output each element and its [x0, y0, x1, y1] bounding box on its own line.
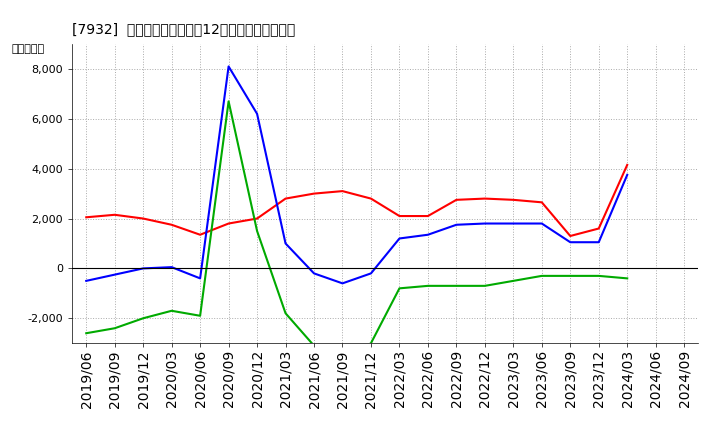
フリーCF	[282, 241, 290, 246]
フリーCF	[139, 266, 148, 271]
営業CF	[537, 200, 546, 205]
フリーCF	[196, 276, 204, 281]
営業CF	[110, 212, 119, 217]
投資CF	[310, 343, 318, 348]
投資CF	[110, 326, 119, 331]
フリーCF	[509, 221, 518, 226]
投資CF	[282, 311, 290, 316]
投資CF	[395, 286, 404, 291]
フリーCF	[310, 271, 318, 276]
フリーCF	[110, 272, 119, 277]
投資CF	[595, 273, 603, 279]
投資CF	[509, 278, 518, 283]
Line: 営業CF: 営業CF	[86, 165, 627, 236]
投資CF	[253, 228, 261, 234]
営業CF	[139, 216, 148, 221]
営業CF	[395, 213, 404, 219]
投資CF	[452, 283, 461, 289]
フリーCF	[566, 239, 575, 245]
営業CF	[595, 226, 603, 231]
投資CF	[167, 308, 176, 313]
営業CF	[423, 213, 432, 219]
投資CF	[623, 276, 631, 281]
営業CF	[196, 232, 204, 238]
フリーCF	[480, 221, 489, 226]
フリーCF	[423, 232, 432, 238]
営業CF	[566, 233, 575, 238]
フリーCF	[253, 111, 261, 117]
営業CF	[82, 215, 91, 220]
営業CF	[167, 222, 176, 227]
営業CF	[452, 197, 461, 202]
投資CF	[366, 341, 375, 346]
投資CF	[225, 99, 233, 104]
フリーCF	[595, 239, 603, 245]
営業CF	[310, 191, 318, 196]
営業CF	[253, 216, 261, 221]
Text: [7932]  キャッシュフローの12か月移動合計の推移: [7932] キャッシュフローの12か月移動合計の推移	[72, 22, 295, 36]
営業CF	[338, 188, 347, 194]
営業CF	[480, 196, 489, 201]
投資CF	[480, 283, 489, 289]
投資CF	[537, 273, 546, 279]
投資CF	[196, 313, 204, 319]
フリーCF	[366, 271, 375, 276]
営業CF	[509, 197, 518, 202]
フリーCF	[82, 278, 91, 283]
フリーCF	[623, 172, 631, 177]
フリーCF	[225, 64, 233, 69]
フリーCF	[338, 281, 347, 286]
フリーCF	[167, 264, 176, 270]
Text: （百万円）: （百万円）	[12, 44, 45, 54]
営業CF	[282, 196, 290, 201]
営業CF	[366, 196, 375, 201]
フリーCF	[537, 221, 546, 226]
投資CF	[82, 330, 91, 336]
投資CF	[423, 283, 432, 289]
フリーCF	[395, 236, 404, 241]
投資CF	[338, 358, 347, 363]
投資CF	[566, 273, 575, 279]
投資CF	[139, 315, 148, 321]
営業CF	[623, 162, 631, 168]
フリーCF	[452, 222, 461, 227]
営業CF	[225, 221, 233, 226]
Line: フリーCF: フリーCF	[86, 66, 627, 283]
Line: 投資CF: 投資CF	[86, 101, 627, 361]
